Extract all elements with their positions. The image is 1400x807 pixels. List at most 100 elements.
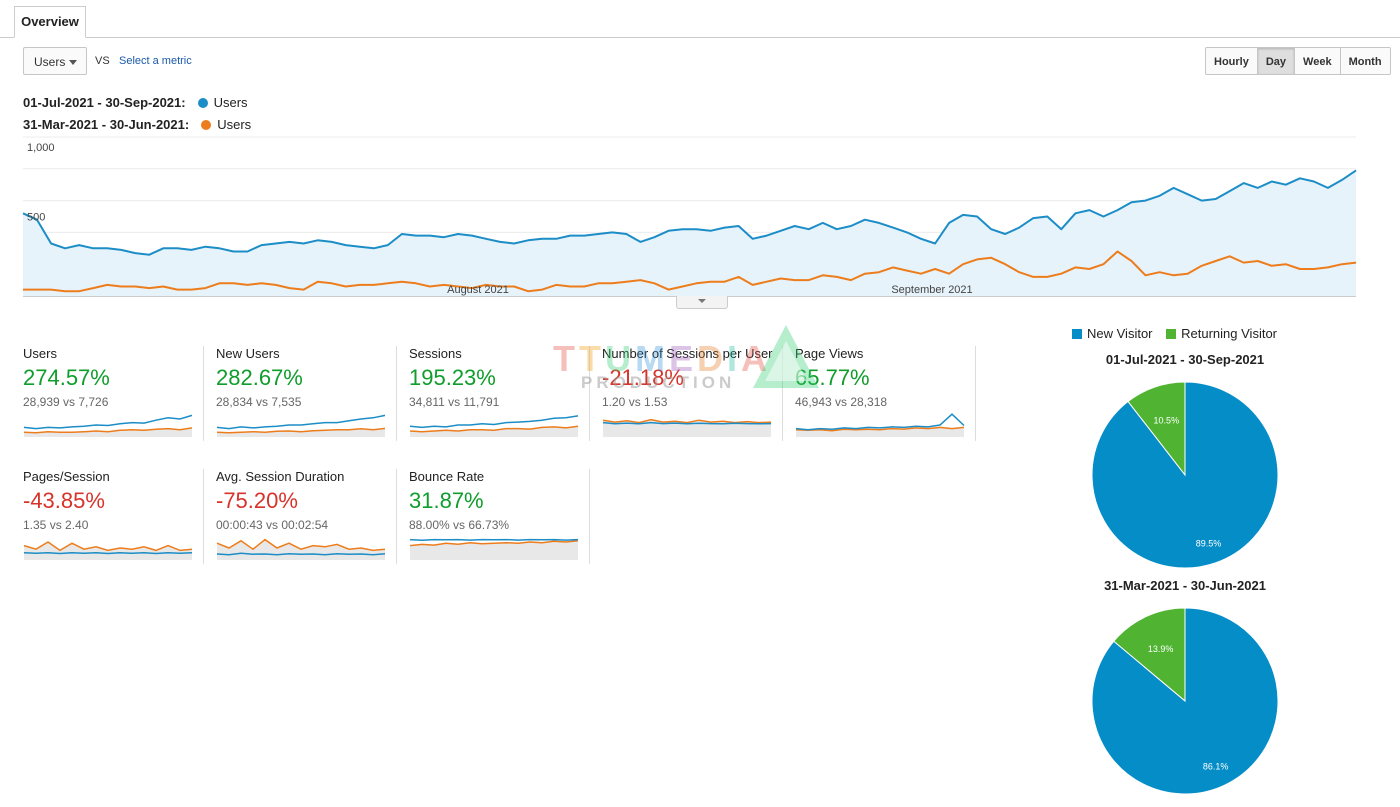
x-tick-label: September 2021	[891, 284, 972, 296]
legend-current-label: Users	[213, 95, 248, 110]
scorecard-sparkline	[795, 413, 965, 437]
select-metric-link[interactable]: Select a metric	[119, 55, 192, 67]
scorecard-title: Bounce Rate	[409, 469, 485, 484]
scorecard-pages-session[interactable]: Pages/Session -43.85% 1.35 vs 2.40	[23, 469, 204, 564]
pie-slice-returning[interactable]	[1113, 607, 1186, 703]
scorecard-avg-session-duration[interactable]: Avg. Session Duration -75.20% 00:00:43 vs …	[216, 469, 397, 564]
pie-label-new: 89.5%	[1196, 539, 1222, 549]
scorecard-users[interactable]: Users 274.57% 28,939 vs 7,726	[23, 346, 204, 441]
users-line-chart: 1,000 500 August 2021 September 2021	[22, 136, 1357, 297]
scorecard-title: Avg. Session Duration	[216, 469, 345, 484]
sparkline-current	[23, 552, 193, 555]
sparkline-current	[602, 421, 772, 425]
legend-current: 01-Jul-2021 - 30-Sep-2021: Users	[23, 95, 248, 110]
sparkline-previous	[602, 418, 772, 424]
scorecard-title: New Users	[216, 346, 280, 361]
scorecard-sparkline	[602, 418, 772, 437]
sparkline-area	[410, 540, 578, 560]
sparkline-previous	[795, 426, 965, 432]
scorecard-comparison: 00:00:43 vs 00:02:54	[216, 518, 329, 532]
scorecard-new-users[interactable]: New Users 282.67% 28,834 vs 7,535	[216, 346, 397, 441]
scorecard-comparison: 28,834 vs 7,535	[216, 395, 302, 409]
scorecard-page-views[interactable]: Page Views 65.77% 46,943 vs 28,318	[795, 346, 976, 441]
pie-legend-new: New Visitor	[1072, 326, 1153, 341]
series-current-line	[22, 169, 1357, 256]
period-week-button[interactable]: Week	[1294, 47, 1341, 75]
scorecard-change: 282.67%	[216, 365, 303, 390]
pie-label-new: 86.1%	[1203, 762, 1229, 772]
scorecard-sparkline	[409, 415, 579, 437]
period-hourly-button[interactable]: Hourly	[1205, 47, 1258, 75]
sparkline-current	[409, 538, 579, 542]
scorecard-change: 31.87%	[409, 488, 484, 513]
period-day-button[interactable]: Day	[1256, 47, 1296, 75]
scorecard-sessions[interactable]: Sessions 195.23% 34,811 vs 11,791	[409, 346, 590, 441]
period-selector: Hourly Day Week Month	[1205, 47, 1391, 75]
scorecard-sparkline	[216, 414, 386, 437]
pie-chart-current: 10.5% 89.5%	[1091, 381, 1279, 569]
scorecard-sparkline	[216, 538, 386, 560]
scorecard-comparison: 88.00% vs 66.73%	[409, 518, 510, 532]
chevron-down-icon	[698, 299, 706, 303]
legend-previous: 31-Mar-2021 - 30-Jun-2021: Users	[23, 117, 251, 132]
scorecard-title: Users	[23, 346, 57, 361]
pie-legend: New Visitor Returning Visitor	[1072, 326, 1287, 341]
sparkline-current	[216, 552, 386, 556]
scorecard-title: Pages/Session	[23, 469, 110, 484]
sparkline-current	[23, 414, 193, 430]
chevron-down-icon	[69, 60, 77, 65]
sparkline-previous	[23, 541, 193, 552]
scorecard-number-of-sessions-per-user[interactable]: Number of Sessions per User -21.18% 1.20 v…	[602, 346, 783, 441]
y-tick-label: 500	[27, 212, 45, 224]
pie-title-previous: 31-Mar-2021 - 30-Jun-2021	[1104, 578, 1266, 593]
tab-overview[interactable]: Overview	[14, 6, 86, 38]
scorecard-change: 195.23%	[409, 365, 496, 390]
period-month-button[interactable]: Month	[1339, 47, 1391, 75]
scorecard-change: 274.57%	[23, 365, 110, 390]
legend-previous-dot	[201, 120, 212, 130]
legend-previous-range: 31-Mar-2021 - 30-Jun-2021:	[23, 117, 190, 132]
metric-dropdown-value: Users	[34, 55, 66, 69]
scorecard-change: -75.20%	[216, 488, 298, 513]
scorecard-comparison: 34,811 vs 11,791	[409, 395, 500, 409]
sparkline-previous	[409, 540, 579, 547]
scorecard-comparison: 28,939 vs 7,726	[23, 395, 109, 409]
scorecard-sparkline	[409, 538, 579, 560]
x-tick-label: August 2021	[447, 284, 509, 296]
sparkline-previous	[216, 538, 386, 552]
scorecard-title: Number of Sessions per User	[602, 346, 773, 361]
sparkline-previous	[216, 427, 386, 434]
pie-slice-new[interactable]	[1091, 381, 1279, 569]
scorecard-change: -43.85%	[23, 488, 105, 513]
scorecard-title: Page Views	[795, 346, 864, 361]
legend-previous-label: Users	[217, 117, 252, 132]
sparkline-current	[216, 414, 386, 430]
scorecard-comparison: 1.20 vs 1.53	[602, 395, 668, 409]
chart-collapse-handle[interactable]	[676, 296, 728, 309]
series-previous-line	[23, 250, 1357, 293]
series-current-area	[23, 170, 1356, 296]
tab-bar: Overview	[0, 0, 1400, 38]
pie-chart-previous: 13.9% 86.1%	[1091, 607, 1279, 795]
scorecard-bounce-rate[interactable]: Bounce Rate 31.87% 88.00% vs 66.73%	[409, 469, 590, 564]
legend-swatch-new	[1072, 329, 1082, 339]
sparkline-current	[795, 413, 965, 431]
scorecard-change: -21.18%	[602, 365, 684, 390]
pie-label-returning: 10.5%	[1154, 415, 1180, 425]
sparkline-previous	[409, 425, 579, 433]
scorecard-title: Sessions	[409, 346, 462, 361]
sparkline-current	[409, 415, 579, 429]
legend-swatch-returning	[1166, 329, 1177, 339]
legend-current-range: 01-Jul-2021 - 30-Sep-2021:	[23, 95, 186, 110]
metric-dropdown[interactable]: Users	[23, 47, 87, 75]
pie-title-current: 01-Jul-2021 - 30-Sep-2021	[1105, 352, 1265, 367]
sparkline-area	[796, 427, 964, 437]
pie-slice-new[interactable]	[1091, 607, 1279, 795]
scorecard-change: 65.77%	[795, 365, 870, 390]
scorecard-sparkline	[23, 414, 193, 437]
y-tick-label: 1,000	[27, 142, 55, 154]
vs-label: VS	[95, 55, 110, 67]
legend-current-dot	[197, 98, 208, 108]
pie-legend-returning: Returning Visitor	[1166, 326, 1277, 341]
pie-legend-returning-label: Returning Visitor	[1181, 326, 1278, 341]
